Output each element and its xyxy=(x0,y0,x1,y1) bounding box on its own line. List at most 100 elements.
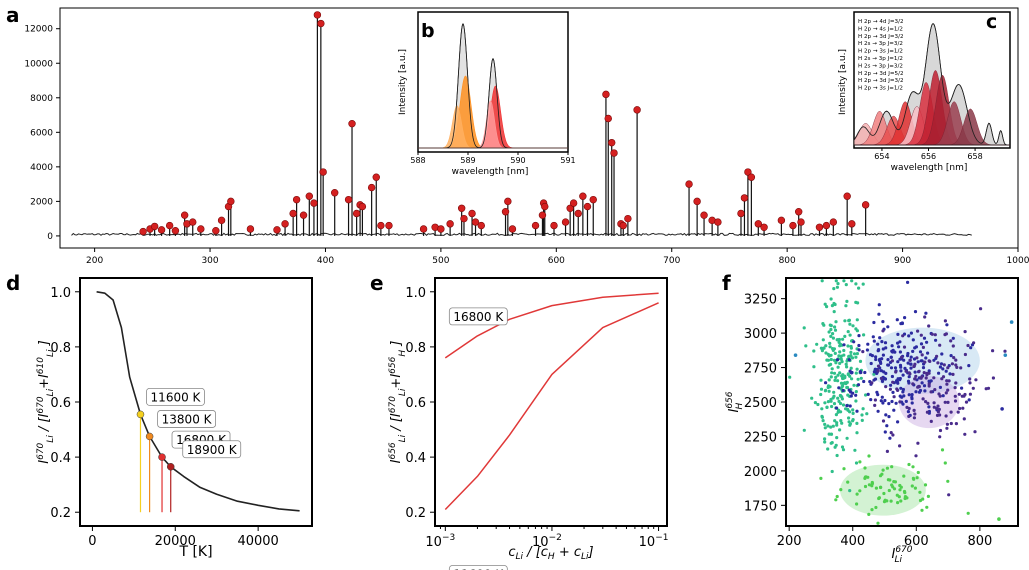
f-cluster-ellipse xyxy=(840,464,926,516)
f-point xyxy=(907,406,911,411)
f-point xyxy=(916,360,920,364)
f-point xyxy=(946,400,950,404)
f-point xyxy=(921,366,926,370)
f-point xyxy=(834,279,838,283)
f-point xyxy=(953,399,958,403)
f-point xyxy=(878,474,883,478)
f-point xyxy=(917,385,921,389)
f-point xyxy=(835,453,839,458)
f-point xyxy=(964,400,969,404)
a-peak-marker xyxy=(217,216,226,225)
a-peak-marker xyxy=(843,192,851,200)
a-xtick-label: 700 xyxy=(663,256,680,266)
a-peak-marker xyxy=(273,226,281,234)
b-xtick-label: 588 xyxy=(410,156,425,165)
f-point xyxy=(936,361,940,365)
f-point xyxy=(866,342,870,346)
a-xtick-label: 400 xyxy=(317,256,334,266)
f-point xyxy=(829,362,833,366)
f-point xyxy=(886,358,890,362)
f-outlier xyxy=(997,517,1001,521)
f-point xyxy=(921,397,925,401)
f-point xyxy=(946,388,950,392)
b-xtick-label: 589 xyxy=(460,156,475,165)
f-point xyxy=(874,505,878,510)
f-point xyxy=(846,372,851,376)
f-point xyxy=(878,336,882,340)
f-point xyxy=(851,418,855,422)
f-point xyxy=(890,344,894,348)
f-point xyxy=(888,436,892,440)
f-point xyxy=(823,426,827,430)
f-point xyxy=(914,374,918,378)
f-point xyxy=(859,376,863,380)
a-peak-marker xyxy=(747,173,756,181)
f-point xyxy=(971,386,975,390)
f-point xyxy=(857,343,861,348)
panel-e-xlabel: cLi / [cH + cLi] xyxy=(508,545,593,562)
f-point xyxy=(834,443,838,447)
f-point xyxy=(905,496,909,500)
f-point xyxy=(836,282,840,286)
f-point xyxy=(856,301,860,305)
f-point xyxy=(895,318,899,322)
f-point xyxy=(867,454,871,458)
a-peak-marker xyxy=(139,227,147,236)
f-point xyxy=(945,422,950,426)
f-point xyxy=(891,433,895,437)
f-point xyxy=(907,462,911,467)
f-point xyxy=(944,414,948,418)
f-point xyxy=(816,402,820,407)
f-point xyxy=(932,405,936,409)
f-point xyxy=(837,386,841,390)
a-peak-marker xyxy=(471,218,480,226)
a-peak-marker xyxy=(737,209,745,218)
c-legend-entry: H 2p → 3s J=1/2 xyxy=(858,49,903,55)
f-point xyxy=(846,407,850,411)
f-point xyxy=(838,371,842,375)
f-point xyxy=(928,359,932,363)
f-point xyxy=(944,391,948,395)
f-point xyxy=(915,476,919,480)
f-point xyxy=(906,351,910,356)
f-point xyxy=(922,384,927,388)
f-point xyxy=(951,336,955,340)
f-point xyxy=(890,465,894,469)
a-peak-marker xyxy=(740,194,749,202)
e-xtick-label: 10−3 xyxy=(425,533,455,550)
f-point xyxy=(837,399,841,403)
f-xtick-label: 600 xyxy=(904,534,929,549)
f-point xyxy=(919,342,924,346)
f-point xyxy=(830,404,834,409)
f-point xyxy=(863,484,868,489)
e-x-rest: / [c xyxy=(523,545,548,560)
a-peak-marker xyxy=(602,90,610,99)
f-point xyxy=(838,350,842,354)
f-point xyxy=(924,400,928,404)
f-point xyxy=(910,395,914,399)
f-point xyxy=(854,393,858,397)
f-point xyxy=(925,371,929,375)
panel-f-ylabel-text: I656H xyxy=(725,391,745,412)
f-outlier xyxy=(793,353,798,357)
f-point xyxy=(837,354,841,358)
f-point xyxy=(836,396,840,400)
f-point xyxy=(839,357,843,361)
f-point xyxy=(904,399,908,403)
f-point xyxy=(832,371,837,375)
e-x-li: Li xyxy=(516,552,524,562)
f-point xyxy=(827,389,831,393)
f-point xyxy=(901,402,905,406)
f-point xyxy=(844,362,848,366)
f-point xyxy=(823,440,827,444)
f-point xyxy=(840,385,844,389)
f-point xyxy=(962,417,966,421)
a-ytick-label: 10000 xyxy=(24,59,53,69)
f-point xyxy=(829,357,833,362)
f-point xyxy=(860,413,864,417)
c-legend-entry: H 2p → 4d J=3/2 xyxy=(858,19,904,25)
d-marker-label: 18900 K xyxy=(187,443,238,457)
f-point xyxy=(890,374,895,379)
f-point xyxy=(898,400,902,404)
